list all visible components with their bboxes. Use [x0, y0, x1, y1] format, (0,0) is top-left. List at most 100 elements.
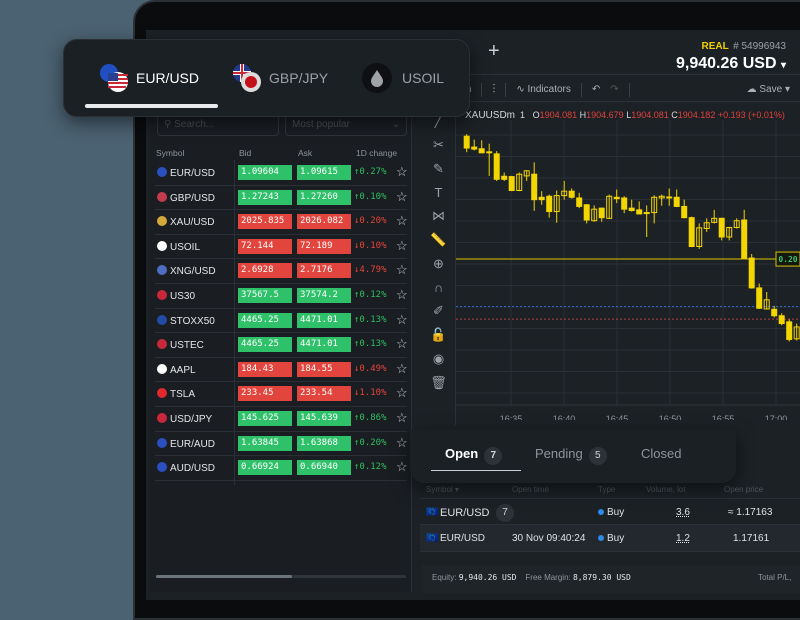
ask-price[interactable]: 72.189 — [297, 238, 351, 254]
ask-price[interactable]: 1.27260 — [297, 189, 351, 205]
bid-price[interactable]: 1.09604 — [238, 165, 292, 180]
bid-price[interactable]: 4465.25 — [238, 312, 292, 328]
line-tool-icon[interactable]: ╱ — [434, 113, 443, 128]
ask-price[interactable]: 0.66940 — [297, 460, 351, 476]
star-icon[interactable]: ☆ — [396, 262, 408, 278]
tab-closed[interactable]: Closed — [641, 446, 681, 461]
bid-price[interactable]: 184.43 — [238, 361, 292, 377]
price-chart[interactable]: 16:35 16:40 16:45 16:50 16:55 17:00 0.20 — [456, 120, 800, 420]
bid-price[interactable]: 233.45 — [238, 386, 292, 402]
tab-pending[interactable]: Pending 5 — [535, 446, 607, 465]
indicators-button[interactable]: ∿ Indicators — [516, 84, 571, 95]
star-icon[interactable]: ☆ — [396, 434, 408, 450]
star-icon[interactable]: ☆ — [396, 410, 408, 425]
watchlist-row[interactable]: USD/JPY 145.625 145.639 ↑0.86% ☆ — [155, 407, 408, 432]
watchlist-row[interactable]: STOXX50 4465.25 4471.01 ↑0.13% ☆ — [155, 309, 408, 334]
position-group-row[interactable]: 🇪🇺 EUR/USD 7 Buy 3.6 ≈ 1.17163 — [420, 498, 800, 525]
watchlist-row[interactable]: USOIL 72.144 72.189 ↓0.10% ☆ — [155, 235, 408, 260]
bid-price[interactable]: 72.144 — [238, 238, 292, 254]
save-button[interactable]: ☁ Save ▾ — [746, 84, 790, 95]
bid-price[interactable]: 37567.5 — [238, 288, 292, 303]
search-input[interactable]: ⚲ Search... — [157, 114, 279, 136]
filter-select[interactable]: Most popular ⌄ — [285, 114, 407, 136]
redo-icon[interactable]: ↷ — [610, 84, 619, 95]
star-icon[interactable]: ☆ — [396, 188, 408, 204]
cloud-icon: ☁ — [746, 84, 760, 95]
ruler-icon[interactable]: 📏 — [430, 232, 447, 247]
change-value: ↓0.10% — [354, 240, 387, 251]
watchlist-row[interactable]: TSLA 233.45 233.54 ↓1.10% ☆ — [155, 382, 408, 407]
time-tick-label: 16:55 — [712, 414, 735, 420]
account-selector[interactable]: REAL # 54996943 9,940.26 USD ▾ — [676, 36, 786, 73]
unlock-icon[interactable]: 🔓 — [430, 327, 447, 342]
magnet-icon[interactable]: ∩ — [433, 280, 444, 295]
bid-price[interactable]: 2025.835 — [238, 214, 292, 230]
star-icon[interactable]: ☆ — [396, 311, 408, 327]
star-icon[interactable]: ☆ — [396, 287, 408, 302]
star-icon[interactable]: ☆ — [396, 336, 408, 352]
star-icon[interactable]: ☆ — [396, 360, 408, 376]
add-tab-button[interactable]: + — [488, 40, 500, 62]
candle-body — [561, 190, 568, 197]
ask-price[interactable]: 37574.2 — [297, 288, 351, 303]
bid-price[interactable]: 4465.25 — [238, 337, 292, 353]
high-label: H — [579, 110, 587, 120]
zoom-in-icon[interactable]: ⊕ — [433, 256, 444, 271]
ask-price[interactable]: 145.639 — [297, 411, 351, 426]
col-symbol: Symbol — [156, 148, 185, 158]
candle-body — [763, 299, 770, 310]
col-symbol[interactable]: Symbol ▾ — [426, 485, 459, 494]
star-icon[interactable]: ☆ — [396, 459, 408, 475]
tab-eur-usd[interactable]: EUR/USD — [136, 70, 200, 86]
eye-icon[interactable]: ◉ — [432, 351, 445, 366]
star-icon[interactable]: ☆ — [396, 213, 408, 229]
scissors-tool-icon[interactable]: ✂ — [433, 137, 444, 152]
pattern-tool-icon[interactable]: ⋈ — [432, 208, 445, 223]
watchlist-row[interactable]: GBP/USD 1.27243 1.27260 ↑0.10% ☆ — [155, 186, 408, 211]
brush-tool-icon[interactable]: ✎ — [433, 161, 444, 176]
tab-usoil[interactable]: USOIL — [402, 70, 445, 86]
watchlist-row[interactable]: AUD/USD 0.66924 0.66940 ↑0.12% ☆ — [155, 456, 408, 481]
watchlist-row[interactable]: US30 37567.5 37574.2 ↑0.12% ☆ — [155, 284, 408, 309]
tab-gbp-jpy[interactable]: GBP/JPY — [269, 70, 329, 86]
candle-body — [726, 226, 733, 238]
ask-price[interactable]: 2.7176 — [297, 263, 351, 279]
ask-price[interactable]: 233.54 — [297, 386, 351, 402]
trash-icon[interactable]: 🗑 — [430, 375, 447, 390]
position-row[interactable]: 🇪🇺 EUR/USD 30 Nov 09:40:24 Buy 1.2 1.171… — [420, 525, 800, 552]
watchlist-row[interactable]: EUR/USD 1.09604 1.09615 ↑0.27% ☆ — [155, 161, 408, 186]
bid-price[interactable]: 1.63845 — [238, 435, 292, 451]
scrollbar-thumb[interactable] — [156, 575, 292, 578]
candle-type-icon[interactable]: ⫶ — [492, 82, 496, 96]
ask-price[interactable]: 1.09615 — [297, 165, 351, 180]
ask-price[interactable]: 4471.01 — [297, 337, 351, 353]
bid-price[interactable]: 1.27243 — [238, 189, 292, 205]
undo-icon[interactable]: ↶ — [591, 84, 601, 95]
candle-body — [621, 197, 628, 210]
star-icon[interactable]: ☆ — [396, 237, 408, 253]
ask-price[interactable]: 1.63868 — [297, 435, 351, 451]
watchlist-row[interactable]: USTEC 4465.25 4471.01 ↑0.13% ☆ — [155, 333, 408, 358]
watchlist-row[interactable]: EUR/AUD 1.63845 1.63868 ↑0.20% ☆ — [155, 432, 408, 457]
bid-price[interactable]: 145.625 — [238, 411, 292, 426]
text-tool-icon[interactable]: T — [434, 185, 443, 200]
bid-price[interactable]: 0.66924 — [238, 460, 292, 476]
open-value: 1904.081 — [539, 110, 578, 120]
instrument-icon — [157, 363, 167, 374]
instrument-icon — [157, 437, 167, 448]
lock-drawing-icon[interactable]: ✐ — [433, 303, 444, 318]
ask-price[interactable]: 184.55 — [297, 361, 351, 377]
star-icon[interactable]: ☆ — [396, 385, 408, 401]
watchlist-row[interactable]: AAPL 184.43 184.55 ↓0.49% ☆ — [155, 358, 408, 383]
total-pl-label: Total P/L, — [758, 573, 792, 582]
watchlist-row[interactable]: XNG/USD 2.6928 2.7176 ↓4.79% ☆ — [155, 259, 408, 284]
time-tick-label: 16:40 — [553, 414, 576, 420]
star-icon[interactable]: ☆ — [396, 164, 408, 179]
ask-price[interactable]: 4471.01 — [297, 312, 351, 328]
filter-value: Most popular — [292, 119, 350, 130]
bid-price[interactable]: 2.6928 — [238, 263, 292, 279]
change-value: ↑0.86% — [354, 413, 387, 423]
ask-price[interactable]: 2026.082 — [297, 214, 351, 230]
watchlist-row[interactable]: XAU/USD 2025.835 2026.082 ↓0.20% ☆ — [155, 210, 408, 235]
tab-open[interactable]: Open 7 — [445, 446, 503, 465]
